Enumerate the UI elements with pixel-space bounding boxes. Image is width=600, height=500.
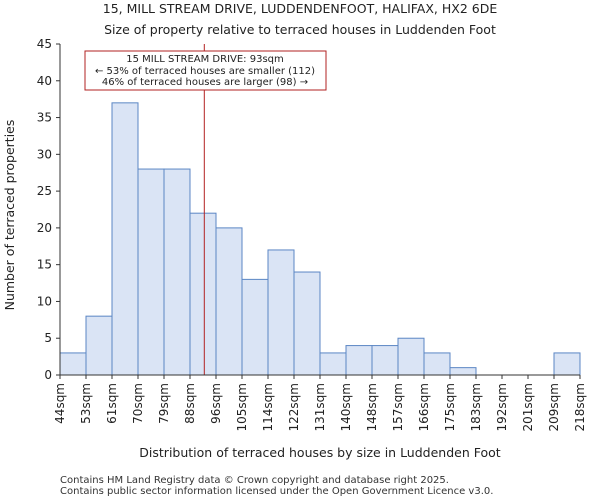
x-tick-label-105sqm: 105sqm xyxy=(235,383,249,431)
chart-title-line1: 15, MILL STREAM DRIVE, LUDDENDENFOOT, HA… xyxy=(103,1,498,16)
annotation-box xyxy=(84,50,327,91)
x-tick-label-157sqm: 157sqm xyxy=(391,383,405,431)
bar-157sqm xyxy=(397,337,425,376)
annotation-line1: 15 MILL STREAM DRIVE: 93sqm xyxy=(126,54,284,65)
bar-114sqm xyxy=(267,249,295,376)
y-tick-label-25: 25 xyxy=(37,184,52,198)
y-tick-label-15: 15 xyxy=(37,258,52,272)
footer-line2: Contains public sector information licen… xyxy=(60,486,493,497)
x-tick-label-218sqm: 218sqm xyxy=(573,383,587,431)
annotation-line2: ← 53% of terraced houses are smaller (11… xyxy=(95,66,315,77)
x-tick-label-140sqm: 140sqm xyxy=(339,383,353,431)
bar-166sqm xyxy=(423,352,451,376)
footer-line1: Contains HM Land Registry data © Crown c… xyxy=(60,475,449,486)
bar-122sqm xyxy=(293,271,321,376)
bar-96sqm xyxy=(215,227,243,376)
x-tick-label-201sqm: 201sqm xyxy=(521,383,535,431)
x-axis-label: Distribution of terraced houses by size … xyxy=(139,445,500,460)
y-tick-label-45: 45 xyxy=(37,37,52,51)
bar-44sqm xyxy=(59,352,87,376)
bar-53sqm xyxy=(85,315,113,376)
x-tick-label-70sqm: 70sqm xyxy=(131,383,145,424)
bar-175sqm xyxy=(449,367,477,376)
x-tick-label-166sqm: 166sqm xyxy=(417,383,431,431)
x-tick-label-131sqm: 131sqm xyxy=(313,383,327,431)
x-tick-label-175sqm: 175sqm xyxy=(443,383,457,431)
x-tick-label-44sqm: 44sqm xyxy=(53,383,67,424)
y-tick-label-35: 35 xyxy=(37,111,52,125)
y-tick-label-5: 5 xyxy=(44,331,52,345)
x-tick-label-79sqm: 79sqm xyxy=(157,383,171,424)
y-tick-label-10: 10 xyxy=(37,294,52,308)
y-axis-label: Number of terraced properties xyxy=(2,120,17,311)
bar-61sqm xyxy=(111,102,139,376)
annotation-line3: 46% of terraced houses are larger (98) → xyxy=(102,77,308,88)
y-tick-label-30: 30 xyxy=(37,147,52,161)
x-tick-label-96sqm: 96sqm xyxy=(209,383,223,424)
bar-88sqm xyxy=(189,212,217,376)
y-tick-label-40: 40 xyxy=(37,74,52,88)
bar-79sqm xyxy=(163,168,191,376)
bar-209sqm xyxy=(553,352,581,376)
bar-140sqm xyxy=(345,345,373,376)
x-tick-label-183sqm: 183sqm xyxy=(469,383,483,431)
bar-105sqm xyxy=(241,278,269,376)
bar-131sqm xyxy=(319,352,347,376)
y-tick-label-20: 20 xyxy=(37,221,52,235)
x-tick-label-122sqm: 122sqm xyxy=(287,383,301,431)
bar-70sqm xyxy=(137,168,165,376)
x-tick-label-148sqm: 148sqm xyxy=(365,383,379,431)
x-tick-label-192sqm: 192sqm xyxy=(495,383,509,431)
x-tick-label-88sqm: 88sqm xyxy=(183,383,197,424)
chart-title-line2: Size of property relative to terraced ho… xyxy=(104,22,496,37)
x-tick-label-53sqm: 53sqm xyxy=(79,383,93,424)
x-tick-label-209sqm: 209sqm xyxy=(547,383,561,431)
x-tick-label-61sqm: 61sqm xyxy=(105,383,119,424)
x-tick-label-114sqm: 114sqm xyxy=(261,383,275,431)
bar-148sqm xyxy=(371,345,399,376)
y-tick-label-0: 0 xyxy=(44,368,52,382)
